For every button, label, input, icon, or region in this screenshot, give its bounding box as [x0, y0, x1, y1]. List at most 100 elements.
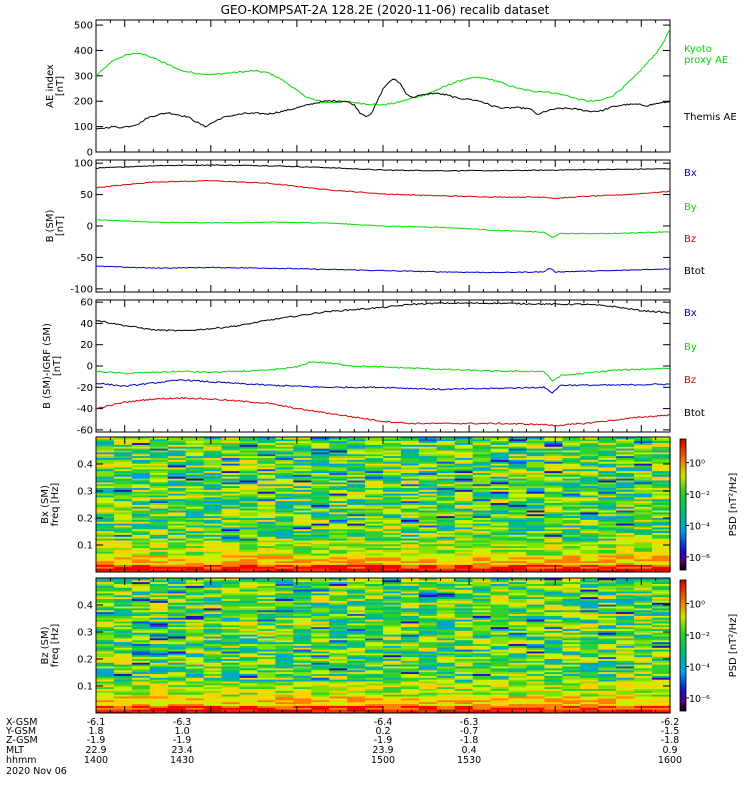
spectrogram-cell	[598, 570, 617, 573]
spectrogram-cell	[544, 690, 563, 693]
spectrogram-cell	[221, 497, 241, 500]
spectrogram-cell	[652, 478, 671, 481]
spectrogram-cell	[149, 649, 169, 652]
spectrogram-cell	[472, 662, 492, 665]
spectrogram-cell	[383, 638, 402, 641]
spectrogram-cell	[634, 581, 653, 585]
spectrogram-cell	[418, 583, 438, 586]
spectrogram-cell	[634, 623, 653, 626]
spectrogram-cell	[436, 656, 456, 660]
spectrogram-cell	[347, 551, 366, 554]
spectrogram-cell	[652, 688, 671, 691]
spectrogram-cell	[454, 525, 474, 528]
spectrogram-cell	[347, 660, 366, 663]
spectrogram-cell	[418, 671, 438, 675]
spectrogram-cell	[96, 482, 115, 485]
spectrogram-cell	[400, 530, 420, 534]
spectrogram-cell	[490, 608, 510, 611]
spectrogram-cell	[526, 649, 546, 652]
spectrogram-cell	[490, 594, 510, 598]
spectrogram-cell	[454, 532, 474, 535]
spectrogram-cell	[203, 594, 223, 598]
spectrogram-cell	[562, 570, 581, 573]
series-line-btot	[95, 164, 671, 172]
spectrogram-cell	[616, 662, 635, 665]
spectrogram-cell	[472, 491, 492, 494]
spectrogram-cell	[562, 530, 581, 534]
spectrogram-cell	[293, 519, 312, 522]
spectrogram-cell	[400, 472, 420, 475]
spectrogram-cell	[580, 613, 599, 616]
spectrogram-cell	[167, 596, 187, 600]
spectrogram-cell	[96, 651, 115, 654]
spectrogram-cell	[436, 703, 456, 706]
spectrogram-cell	[634, 444, 653, 447]
spectrogram-cell	[383, 677, 402, 680]
spectrogram-cell	[347, 626, 366, 630]
spectrogram-cell	[329, 692, 348, 695]
spectrogram-cell	[383, 553, 402, 556]
spectrogram-cell	[400, 497, 420, 500]
spectrogram-cell	[275, 608, 294, 611]
spectrogram-cell	[544, 591, 563, 594]
spectrogram-cell	[275, 493, 294, 496]
spectrogram-cell	[203, 461, 223, 464]
spectrogram-cell	[203, 662, 223, 665]
spectrogram-cell	[131, 530, 151, 534]
spectrogram-cell	[418, 694, 438, 697]
spectrogram-cell	[634, 683, 653, 686]
spectrogram-cell	[652, 558, 671, 562]
spectrogram-cell	[454, 645, 474, 648]
spectrogram-cell	[347, 581, 366, 585]
spectrogram-cell	[616, 666, 635, 669]
spectrogram-cell	[221, 694, 241, 697]
spectrogram-cell	[580, 628, 599, 631]
spectrogram-cell	[185, 647, 205, 650]
spectrogram-cell	[257, 498, 276, 502]
spectrogram-cell	[239, 497, 259, 500]
spectrogram-cell	[418, 581, 438, 585]
spectrogram-cell	[365, 557, 384, 560]
spectrogram-cell	[526, 615, 546, 618]
spectrogram-cell	[203, 500, 223, 504]
spectrogram-cell	[347, 553, 366, 556]
spectrogram-cell	[96, 532, 115, 535]
spectrogram-cell	[436, 528, 456, 532]
spectrogram-cell	[454, 705, 474, 708]
spectrogram-cell	[544, 549, 563, 552]
spectrogram-cell	[436, 566, 456, 569]
spectrogram-cell	[562, 562, 581, 565]
spectrogram-cell	[167, 568, 187, 571]
spectrogram-cell	[436, 626, 456, 630]
spectrogram-cell	[149, 585, 169, 588]
spectrogram-cell	[293, 545, 312, 549]
spectrogram-cell	[347, 506, 366, 509]
spectrogram-cell	[634, 624, 653, 628]
spectrogram-cell	[508, 467, 528, 470]
spectrogram-cell	[544, 446, 563, 449]
spectrogram-cell	[400, 578, 420, 581]
spectrogram-cell	[580, 538, 599, 541]
spectrogram-cell	[526, 562, 546, 565]
spectrogram-cell	[149, 560, 169, 564]
spectrogram-cell	[113, 688, 133, 691]
spectrogram-cell	[293, 566, 312, 569]
spectrogram-cell	[544, 542, 563, 545]
spectrogram-cell	[131, 519, 151, 522]
spectrogram-cell	[616, 615, 635, 618]
spectrogram-cell	[472, 624, 492, 628]
spectrogram-cell	[113, 690, 133, 693]
spectrogram-cell	[293, 632, 312, 635]
spectrogram-cell	[598, 470, 617, 474]
spectrogram-cell	[472, 536, 492, 539]
spectrogram-cell	[634, 692, 653, 695]
spectrogram-cell	[257, 491, 276, 494]
spectrogram-cell	[293, 583, 312, 586]
spectrogram-cell	[508, 437, 528, 440]
spectrogram-cell	[383, 560, 402, 564]
spectrogram-cell	[185, 623, 205, 626]
legend-entry: By	[684, 342, 697, 353]
spectrogram-cell	[508, 628, 528, 631]
spectrogram-cell	[580, 696, 599, 699]
spectrogram-cell	[293, 476, 312, 479]
